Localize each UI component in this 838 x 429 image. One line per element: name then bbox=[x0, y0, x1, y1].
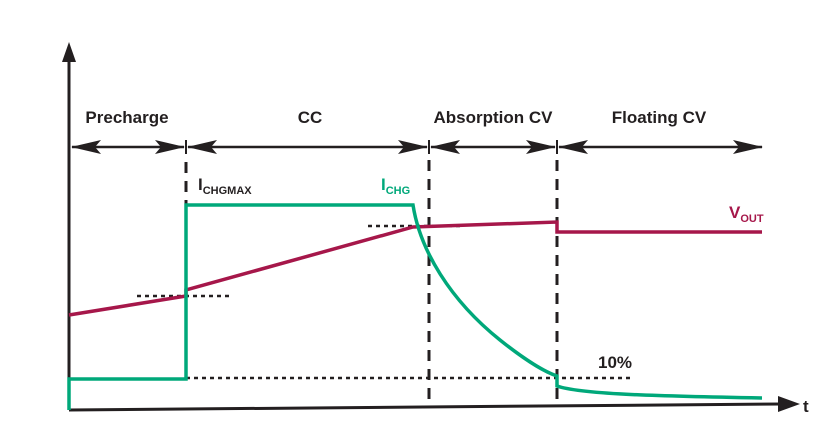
termination-percent-label: 10% bbox=[598, 353, 632, 372]
y-axis-arrow-icon bbox=[62, 42, 76, 62]
time-axis bbox=[68, 402, 783, 412]
phase-label-floating-cv: Floating CV bbox=[612, 108, 707, 127]
time-axis-label: t bbox=[803, 397, 809, 416]
vout-curve bbox=[68, 220, 762, 317]
vout-label: VOUT bbox=[729, 203, 764, 225]
phase-label-absorption-cv: Absorption CV bbox=[434, 108, 554, 127]
ichgmax-label: ICHGMAX bbox=[198, 175, 252, 197]
phase-label-precharge: Precharge bbox=[85, 108, 168, 127]
phase-label-cc: CC bbox=[298, 108, 323, 127]
ichg-label: ICHG bbox=[381, 175, 410, 197]
ichg-curve bbox=[67, 203, 763, 410]
time-axis-arrow-icon bbox=[778, 396, 800, 412]
